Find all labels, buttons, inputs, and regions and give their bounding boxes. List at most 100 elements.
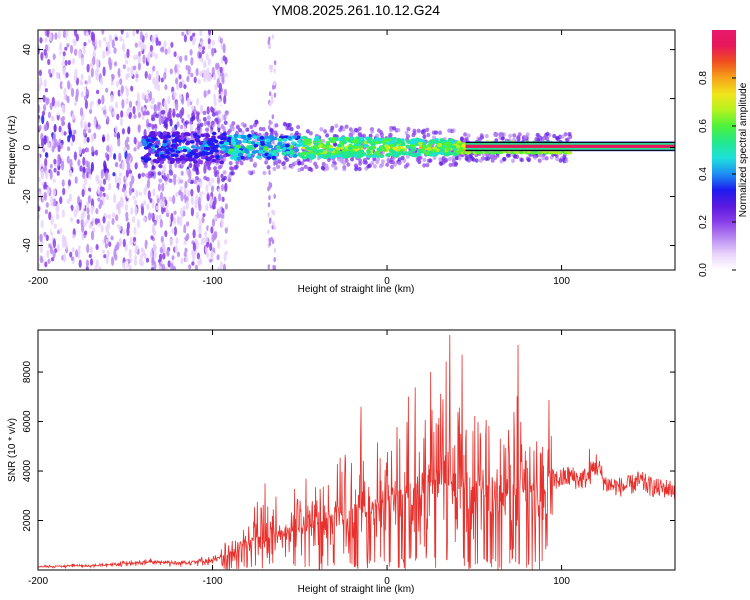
spectrogram-noise-cell bbox=[207, 38, 211, 45]
spectrogram-noise-cell bbox=[211, 66, 215, 76]
spectrogram-band-cell bbox=[192, 152, 197, 156]
spectrogram-noise-cell bbox=[128, 169, 133, 174]
spectrogram-band-cell bbox=[289, 151, 295, 156]
spectrogram-noise-cell bbox=[136, 218, 140, 229]
spectrogram-noise-cell bbox=[51, 96, 55, 107]
spectrogram-band-cell bbox=[143, 154, 149, 158]
spectrogram-band-cell bbox=[335, 146, 340, 151]
spectrogram-band-cell bbox=[194, 175, 199, 181]
spectrogram-noise-cell bbox=[161, 169, 165, 176]
spectrogram-band-cell bbox=[182, 148, 188, 153]
spectrogram-noise-cell bbox=[82, 44, 86, 55]
spectrogram-noise-cell bbox=[159, 191, 164, 202]
spectrogram-noise-cell bbox=[80, 97, 85, 104]
spectrogram-noise-cell bbox=[91, 185, 95, 193]
spectrogram-noise-cell bbox=[175, 100, 179, 111]
spectrogram-noise-cell bbox=[120, 67, 124, 77]
spectrogram-noise-cell bbox=[66, 155, 70, 164]
spectrogram-noise-cell bbox=[52, 178, 56, 183]
spectrogram-noise-cell bbox=[52, 188, 57, 197]
spectrogram-noise-cell bbox=[209, 258, 213, 263]
spectrogram-noise-cell bbox=[179, 216, 183, 227]
spectrogram-noise-cell bbox=[50, 215, 54, 226]
spectrogram-noise-cell bbox=[150, 213, 154, 219]
spectrogram-noise-cell bbox=[158, 253, 162, 263]
spectrogram-noise-cell bbox=[161, 200, 166, 209]
spectrogram-band-cell bbox=[333, 142, 338, 147]
spectrogram-noise-cell bbox=[191, 224, 195, 229]
spectrogram-noise-cell bbox=[75, 249, 79, 258]
spectrogram-noise-cell bbox=[158, 214, 162, 220]
spectrogram-noise-cell bbox=[61, 115, 65, 122]
spectrogram-band-cell bbox=[430, 140, 436, 144]
spectrogram-band-cell bbox=[163, 177, 168, 182]
spectrogram-band-cell bbox=[272, 166, 277, 172]
spectrogram-band-cell bbox=[240, 130, 245, 135]
spectrogram-noise-cell bbox=[187, 41, 191, 51]
spectrogram-band-cell bbox=[388, 132, 393, 138]
spectrogram-band-cell bbox=[406, 134, 410, 139]
spectrogram-noise-cell bbox=[163, 72, 167, 80]
spectrogram-noise-cell bbox=[48, 243, 52, 249]
spectrogram-noise-cell bbox=[135, 190, 139, 198]
spectrogram-noise-cell bbox=[41, 110, 46, 116]
spectrogram-noise-cell bbox=[196, 98, 200, 106]
spectrogram-band-cell bbox=[206, 115, 211, 120]
spectrogram-band-cell bbox=[366, 150, 371, 154]
spectrogram-noise-cell bbox=[107, 214, 111, 220]
spectrogram-noise-cell bbox=[125, 259, 129, 270]
spectrogram-band-cell bbox=[335, 149, 341, 154]
spectrogram-noise-cell bbox=[192, 229, 196, 239]
spectrogram-band-cell bbox=[142, 111, 147, 116]
spectrogram-noise-cell bbox=[71, 113, 75, 120]
spectrogram-band-cell bbox=[438, 130, 442, 135]
spectrogram-band-cell bbox=[275, 145, 281, 149]
spectrogram-noise-cell bbox=[135, 30, 140, 35]
spectrogram-noise-cell bbox=[119, 35, 123, 42]
spectrogram-noise-cell bbox=[189, 35, 193, 42]
spectrogram-y-tick-label: -20 bbox=[22, 189, 33, 204]
spectrogram-noise-cell bbox=[97, 124, 101, 130]
spectrogram-noise-cell bbox=[66, 36, 70, 44]
spectrogram-noise-cell bbox=[147, 190, 151, 200]
spectrogram-noise-cell bbox=[94, 149, 98, 156]
snr-series-line bbox=[38, 334, 675, 570]
spectrogram-band-cell bbox=[217, 110, 222, 115]
spectrogram-noise-cell bbox=[217, 207, 221, 214]
spectrogram-band-cell bbox=[422, 157, 427, 163]
spectrogram-noise-cell bbox=[106, 227, 110, 234]
spectrogram-noise-cell bbox=[122, 42, 126, 52]
spectrogram-noise-cell bbox=[157, 30, 161, 36]
spectrogram-band-cell bbox=[229, 124, 234, 129]
spectrogram-noise-cell bbox=[120, 30, 124, 35]
spectrogram-noise-cell bbox=[137, 100, 141, 109]
spectrogram-noise-cell bbox=[106, 133, 110, 142]
spectrogram-band-cell bbox=[545, 136, 550, 141]
spectrogram-band-cell bbox=[202, 117, 207, 122]
spectrogram-band-cell bbox=[249, 124, 254, 130]
spectrogram-band-cell bbox=[224, 111, 229, 117]
spectrogram-band-cell bbox=[258, 126, 263, 132]
spectrogram-noise-cell bbox=[130, 207, 134, 215]
spectrogram-band-cell bbox=[347, 146, 353, 150]
spectrogram-noise-cell bbox=[63, 131, 67, 136]
spectrogram-band-cell bbox=[207, 156, 213, 161]
spectrogram-band-cell bbox=[325, 166, 330, 171]
spectrogram-noise-cell bbox=[121, 262, 125, 268]
spectrogram-band-cell bbox=[277, 159, 282, 164]
spectrogram-band-cell bbox=[362, 160, 367, 165]
spectrogram-x-tick-label: 0 bbox=[384, 276, 390, 287]
spectrogram-band-cell bbox=[234, 147, 240, 152]
spectrogram-noise-cell bbox=[126, 67, 131, 72]
spectrogram-band-cell bbox=[485, 153, 490, 158]
colorbar-ticks: 0.0 0.2 0.4 0.6 0.8 bbox=[698, 71, 736, 277]
spectrogram-noise-cell bbox=[69, 251, 73, 258]
spectrogram-noise-cell bbox=[175, 191, 179, 197]
spectrogram-noise-cell bbox=[55, 71, 59, 78]
spectrogram-noise-cell bbox=[192, 32, 196, 37]
spectrogram-band-cell bbox=[199, 122, 204, 128]
spectrogram-band-cell bbox=[552, 133, 557, 139]
spectrogram-noise-cell bbox=[268, 195, 271, 201]
spectrogram-band-cell bbox=[147, 122, 152, 128]
spectrogram-band-cell bbox=[337, 157, 342, 162]
